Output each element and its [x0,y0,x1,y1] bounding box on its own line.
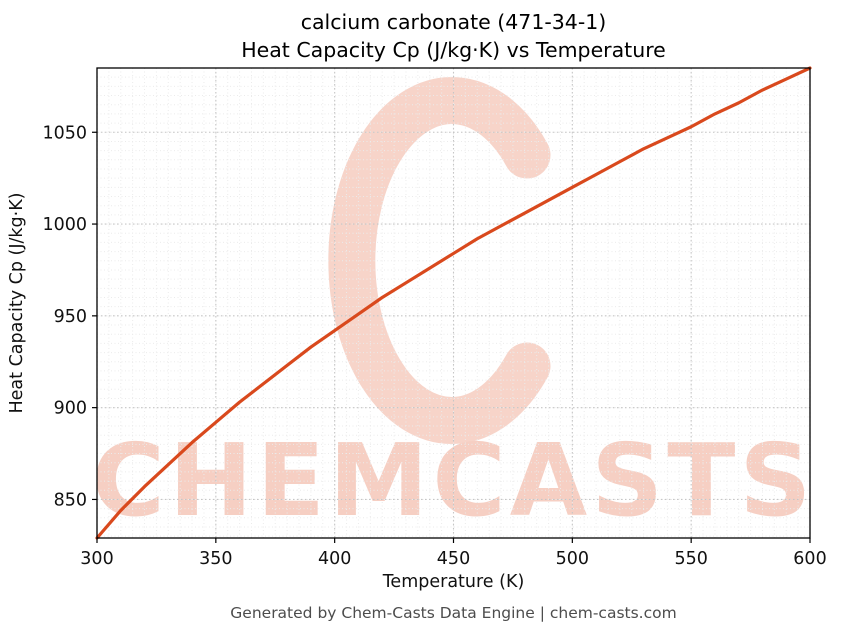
footer-credit: Generated by Chem-Casts Data Engine | ch… [230,604,677,622]
y-tick-label: 1050 [42,123,87,143]
y-tick-label: 950 [54,307,87,327]
x-tick-label: 500 [556,549,589,569]
x-tick-label: 550 [674,549,707,569]
x-tick-label: 400 [318,549,351,569]
c-swirl-icon [328,77,551,444]
chart-title-line2: Heat Capacity Cp (J/kg·K) vs Temperature [241,38,666,62]
x-axis-label: Temperature (K) [382,572,525,592]
x-tick-label: 450 [437,549,470,569]
y-ticks: 850 900 950 1000 1050 [42,123,97,510]
major-grid [96,68,811,538]
chart-title-line1: calcium carbonate (471-34-1) [300,10,607,34]
x-tick-label: 600 [793,549,826,569]
minor-grid [96,67,811,538]
x-ticks: 300 350 400 450 500 550 600 [80,538,827,569]
x-tick-label: 300 [80,549,113,569]
y-tick-label: 900 [54,399,87,419]
y-tick-label: 1000 [42,215,87,235]
x-tick-label: 350 [199,549,232,569]
chart-title: calcium carbonate (471-34-1) Heat Capaci… [97,8,810,64]
series-line [95,66,812,540]
y-tick-label: 850 [54,490,87,510]
